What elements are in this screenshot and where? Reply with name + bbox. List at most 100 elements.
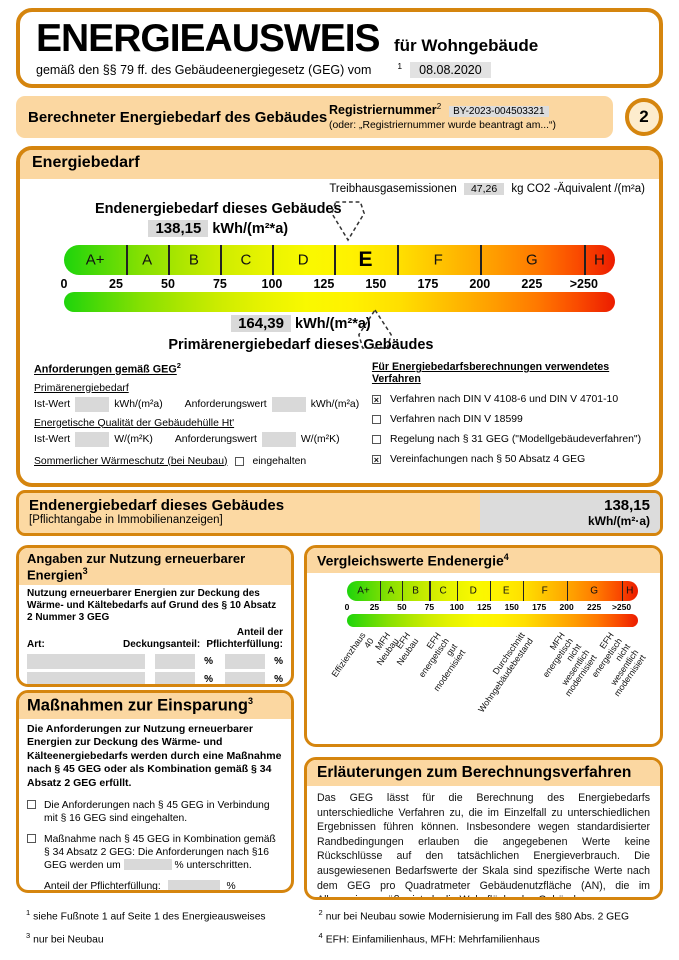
method-option-row: × Verfahren nach DIN V 4108-6 und DIN V … — [371, 394, 645, 405]
hull-anforderungswert-field[interactable] — [261, 431, 296, 447]
anteil-field[interactable] — [225, 654, 265, 670]
class-label-b: B — [412, 585, 419, 597]
share-field[interactable] — [167, 879, 220, 890]
unterschreitung-field[interactable] — [123, 859, 172, 871]
annotation-efh-nicht-modernisiert: EFH energetisch nicht wesentlich moderni… — [589, 630, 648, 699]
method-option-row: Regelung nach § 31 GEG ("Modellgebäudeve… — [371, 434, 645, 445]
measure-checkbox-2[interactable] — [27, 834, 36, 844]
registry-number-field[interactable]: BY-2023-004503321 — [449, 106, 549, 118]
col-deckungsanteil: Deckungsanteil: — [123, 639, 201, 651]
share-unit: % — [226, 880, 236, 892]
endenergy-label: Endenergiebedarf dieses Gebäudes — [94, 201, 342, 217]
tick-75: 75 — [212, 277, 227, 291]
class-separator — [167, 245, 170, 275]
method-checkbox-modellgebaeude[interactable] — [371, 435, 381, 444]
section-band: Berechneter Energiebedarf des Gebäudes R… — [16, 96, 613, 138]
tick-225: 225 — [586, 601, 602, 612]
energiebedarf-box: Energiebedarf Treibhausgasemissionen 47,… — [16, 146, 663, 487]
class-label-f: F — [433, 251, 443, 269]
method-checkbox-vereinfachungen[interactable]: × — [371, 455, 381, 465]
class-label-c: C — [240, 251, 252, 269]
annotation-durchschnitt-bestand: Durchschnitt Wohngebäudebestand — [476, 630, 535, 714]
class-separator — [566, 580, 569, 601]
registry-block: Registriernummer2 BY-2023-004503321 (oder… — [329, 102, 601, 132]
class-separator — [429, 580, 431, 601]
method-checkbox-din4108[interactable]: × — [371, 395, 381, 405]
banner-value: 138,15 — [604, 497, 650, 514]
comparison-body: A+ A B C D E F G H 0 25 50 75 100 125 15… — [307, 573, 660, 739]
tick-25: 25 — [109, 277, 123, 291]
footnote-3: 3 nur bei Neubau — [26, 931, 104, 946]
anforderungswert-field[interactable] — [271, 396, 306, 412]
energy-class-bar: A+ A B C D E F G H — [64, 245, 615, 275]
law-reference-line: gemäß den §§ 79 ff. des Gebäudeenergiege… — [36, 61, 643, 79]
class-label-d: D — [469, 585, 477, 597]
share-label: Anteil der Pflichterfüllung: — [44, 880, 161, 892]
ghg-value-field[interactable]: 47,26 — [463, 183, 505, 195]
class-separator — [379, 580, 382, 601]
hull-ist-wert-field[interactable] — [75, 431, 110, 447]
class-label-e: E — [502, 585, 510, 597]
endenergy-marker-icon — [329, 199, 367, 243]
primary-energy-req-title: Primärenergiebedarf — [34, 382, 129, 394]
methods-column: Für Energiebedarfsberechnungen verwendet… — [364, 361, 645, 467]
class-label-aplus: A+ — [357, 585, 370, 597]
class-separator — [271, 245, 274, 275]
comparison-header: Vergleichswerte Endenergie4 — [307, 548, 660, 573]
deckungsanteil-field[interactable] — [155, 654, 195, 670]
renewables-box: Angaben zur Nutzung erneuerbarer Energie… — [16, 545, 294, 687]
primary-energy-value-row: 164,39 kWh/(m²*a) — [64, 315, 538, 337]
requirements-section: Anforderungen gemäß GEG2 Primärenergiebe… — [34, 361, 645, 467]
measure-checkbox-1[interactable] — [27, 799, 36, 809]
primary-energy-gradient-bar — [64, 292, 615, 312]
endenergy-unit: kWh/(m²*a) — [212, 221, 289, 237]
comparison-annotations: Effizienzhaus 40 MFH Neubau EFH Neubau E… — [329, 627, 648, 739]
tick-0: 0 — [344, 601, 350, 612]
footnote-ref-2: 2 — [436, 102, 442, 112]
law-text: gemäß den §§ 79 ff. des Gebäudeenergiege… — [36, 63, 372, 78]
endenergy-result-banner: Endenergiebedarf dieses Gebäudes [Pflich… — [16, 490, 663, 536]
summer-heat-checkbox[interactable] — [235, 456, 245, 466]
tick-150: 150 — [365, 277, 387, 291]
tick-25: 25 — [369, 601, 380, 612]
class-separator — [621, 580, 624, 601]
tick-175: 175 — [417, 277, 439, 291]
class-separator — [479, 245, 482, 275]
art-field[interactable] — [27, 654, 145, 670]
banner-text: Endenergiebedarf dieses Gebäudes [Pflich… — [19, 493, 480, 533]
renewables-row: % % — [27, 672, 283, 684]
footnote-ref-3: 3 — [82, 566, 88, 576]
class-separator — [401, 580, 404, 601]
anteil-field[interactable] — [225, 672, 265, 684]
kwh-unit: kWh/(m²a) — [114, 398, 163, 410]
class-label-aplus: A+ — [85, 251, 105, 269]
explanation-body: Das GEG lässt für die Berechnung des Ene… — [317, 792, 650, 897]
tick-250plus: >250 — [611, 601, 632, 612]
endenergy-label-block: Endenergiebedarf dieses Gebäudes 138,15 … — [64, 201, 373, 243]
w-unit: W/(m²K) — [300, 433, 340, 445]
ist-wert-field[interactable] — [75, 396, 110, 412]
method-checkbox-din18599[interactable] — [371, 415, 381, 424]
class-label-g: G — [526, 251, 538, 269]
class-separator — [396, 245, 399, 275]
art-field[interactable] — [27, 672, 145, 684]
footnote-ref-4: 4 — [503, 552, 509, 562]
class-label-h: H — [593, 251, 605, 269]
energiebedarf-header: Energiebedarf — [20, 150, 659, 179]
class-label-c: C — [439, 585, 447, 597]
measure-option-row: Die Anforderungen nach § 45 GEG in Verbi… — [27, 799, 283, 825]
tick-75: 75 — [424, 601, 435, 612]
class-label-e-current: E — [358, 248, 373, 271]
tick-100: 100 — [261, 277, 283, 291]
class-label-a: A — [142, 251, 153, 269]
deckungsanteil-field[interactable] — [155, 672, 195, 684]
method-label: Verfahren nach DIN V 4108-6 und DIN V 47… — [389, 394, 619, 405]
class-label-h: H — [626, 585, 634, 597]
tick-200: 200 — [469, 277, 491, 291]
primary-energy-value: 164,39 — [231, 315, 291, 332]
class-separator — [583, 245, 586, 275]
date-field[interactable]: 08.08.2020 — [410, 62, 491, 79]
ghg-emissions-row: Treibhausgasemissionen 47,26 kg CO2 -Äqu… — [34, 183, 645, 201]
kwh-unit: kWh/(m²a) — [310, 398, 360, 410]
